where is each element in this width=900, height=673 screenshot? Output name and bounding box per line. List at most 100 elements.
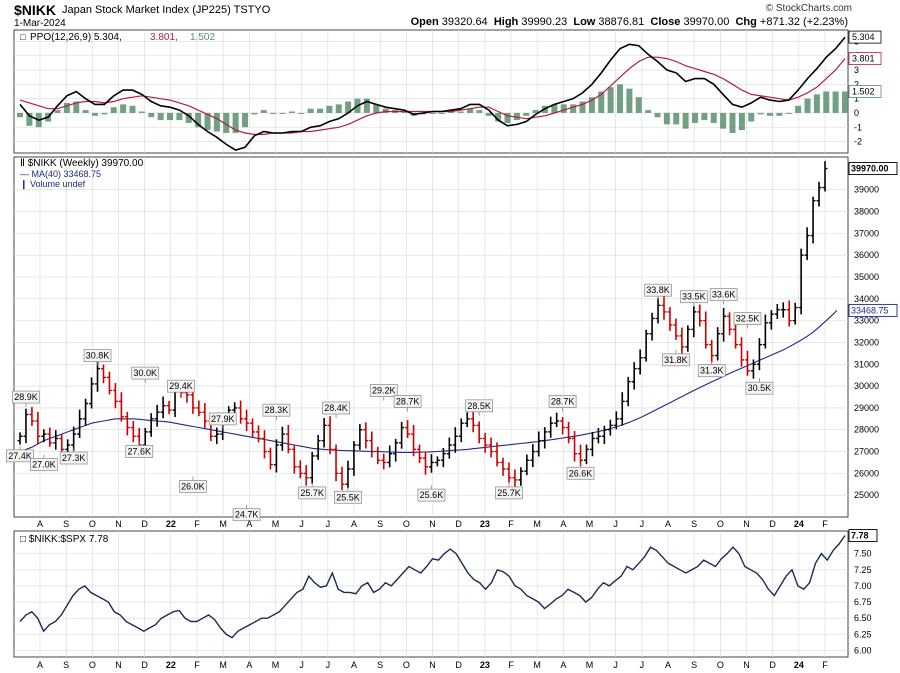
price-bar — [124, 411, 130, 436]
price-x-label: N — [429, 519, 436, 529]
price-annotation-label: 31.8K — [664, 355, 688, 365]
price-bar — [536, 431, 542, 457]
ppo-tick-label: 2 — [854, 79, 859, 89]
ppo-histogram-bar — [823, 91, 830, 113]
price-annotation-label: 28.5K — [467, 401, 491, 411]
ratio-x-label: 23 — [480, 660, 490, 670]
price-annotation-box — [709, 288, 738, 301]
price-annotation-box — [322, 401, 350, 415]
price-annotation-box — [662, 353, 690, 367]
price-bar — [768, 310, 774, 330]
price-bar — [327, 416, 333, 455]
price-tick-label: 25000 — [854, 490, 879, 500]
price-bar — [351, 441, 357, 476]
price-x-label: M — [219, 519, 227, 529]
ppo-value-tag — [848, 85, 882, 98]
ratio-x-label: J — [326, 660, 331, 670]
ratio-x-label: 22 — [166, 660, 176, 670]
price-bar — [583, 444, 589, 465]
price-bar — [339, 466, 345, 491]
price-bar — [548, 416, 554, 438]
price-annotation-box — [262, 403, 291, 417]
ratio-x-label: A — [37, 660, 43, 670]
price-bar — [786, 300, 792, 327]
ppo-value-tag-label: 3.801 — [852, 54, 875, 64]
price-tick-label: 28000 — [854, 425, 879, 435]
price-tick-label: 38000 — [854, 207, 879, 217]
price-bar — [673, 318, 679, 340]
ppo-histogram-bar — [748, 112, 755, 122]
ratio-x-label: O — [403, 660, 410, 670]
symbol-description: Japan Stock Market Index (JP225) TSTYO — [62, 4, 271, 16]
price-bar — [744, 350, 750, 376]
volume-legend-label: ❙ Volume undef — [20, 179, 86, 190]
price-bar — [118, 392, 124, 422]
price-bar — [89, 377, 95, 409]
price-bar — [285, 424, 291, 454]
ppo-histogram-bar — [54, 110, 61, 113]
price-bar — [250, 418, 256, 438]
price-bar — [83, 398, 89, 426]
price-annotation-box — [697, 364, 726, 378]
price-bar — [494, 442, 500, 467]
price-x-label: J — [326, 519, 331, 529]
price-bar — [387, 445, 393, 468]
ppo-histogram-bar — [813, 94, 820, 113]
ratio-x-label: N — [115, 660, 122, 670]
price-annotation-box — [59, 451, 88, 465]
ratio-x-label: J — [640, 660, 645, 670]
price-bar — [756, 338, 762, 371]
ratio-x-label: N — [743, 660, 750, 670]
price-x-label: D — [141, 519, 148, 529]
price-annotation-box — [6, 449, 34, 463]
ratio-tick-label: 7.00 — [854, 581, 872, 591]
ppo-histogram-bar — [692, 112, 698, 123]
ratio-x-label: A — [351, 660, 357, 670]
ppo-histogram-bar — [288, 111, 295, 113]
price-bar — [428, 454, 434, 473]
price-bar — [589, 431, 595, 457]
ppo-histogram-bar — [345, 101, 352, 113]
panel-frame-3 — [13, 530, 849, 658]
price-x-label: F — [822, 519, 828, 529]
price-bar — [238, 400, 244, 424]
price-annotation-label: 26.6K — [569, 468, 593, 478]
ppo-histogram-bar — [448, 111, 455, 113]
price-bar — [780, 302, 786, 318]
ppo-line — [19, 36, 846, 151]
ppo-legend-icon: □ — [20, 32, 26, 42]
ppo-histogram-bar — [26, 112, 33, 126]
price-bar — [798, 248, 804, 315]
ppo-histogram-bar — [298, 112, 305, 114]
price-tick-label: 39000 — [854, 185, 879, 195]
ppo-histogram-bar — [129, 105, 136, 113]
price-annotation-label: 30.0K — [133, 368, 157, 378]
ppo-value-tag — [848, 52, 882, 65]
price-bar — [655, 297, 661, 324]
price-bar — [631, 362, 637, 390]
ppo-histogram-bar — [598, 91, 605, 113]
panel-frame-1 — [13, 29, 849, 154]
price-annotation-label: 27.9K — [211, 414, 235, 424]
price-tick-label: 30000 — [854, 381, 879, 391]
price-annotation-label: 33.8K — [646, 285, 670, 295]
ppo-histogram-bar — [635, 97, 642, 113]
price-annotation-label: 29.2K — [372, 386, 396, 396]
price-bar — [691, 306, 697, 338]
price-bar — [727, 312, 733, 336]
ppo-histogram-bar — [279, 112, 286, 114]
price-tick-label: 29000 — [854, 403, 879, 413]
price-bar — [363, 422, 369, 449]
price-bar — [518, 467, 524, 486]
price-bar — [77, 409, 83, 439]
ppo-histogram-bar — [701, 112, 708, 121]
price-bar — [47, 427, 53, 447]
price-annotation-label: 33.5K — [682, 292, 706, 302]
price-x-label: 24 — [794, 519, 804, 529]
ppo-histogram-bar — [663, 112, 670, 125]
price-bar — [399, 421, 405, 449]
ratio-x-label: M — [586, 660, 594, 670]
price-bar — [762, 314, 768, 349]
price-annotation-label: 31.3K — [700, 366, 724, 376]
